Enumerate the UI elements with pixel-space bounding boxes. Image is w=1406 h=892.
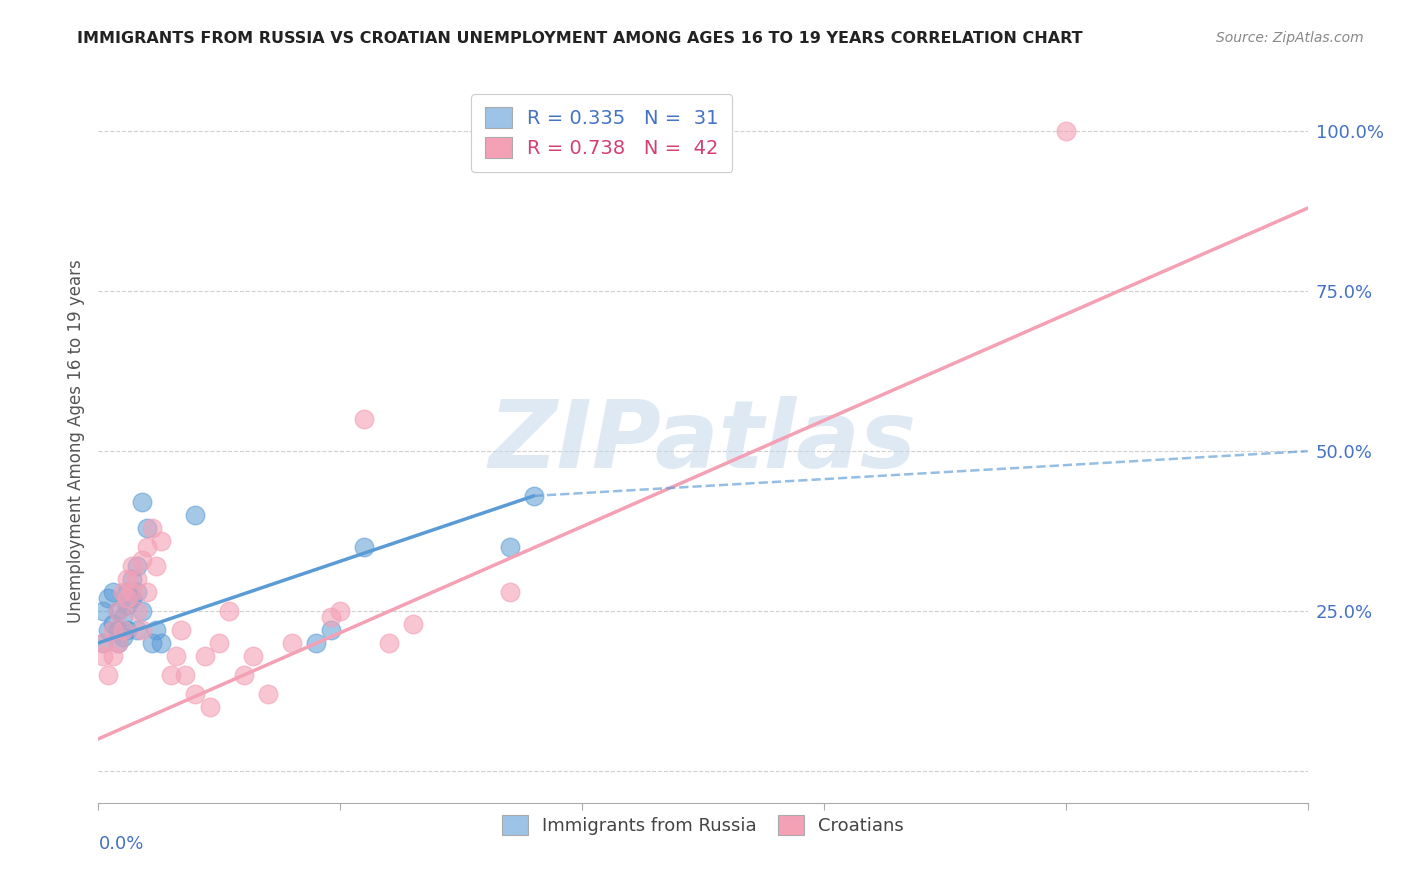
Point	[232, 668, 254, 682]
Point	[523, 489, 546, 503]
Point	[117, 584, 139, 599]
Point	[498, 540, 520, 554]
Point	[107, 636, 129, 650]
Point	[111, 610, 134, 624]
Point	[1054, 124, 1077, 138]
Point	[127, 584, 149, 599]
Point	[127, 559, 149, 574]
Point	[131, 604, 153, 618]
Point	[218, 604, 240, 618]
Point	[141, 636, 163, 650]
Point	[111, 584, 134, 599]
Point	[169, 623, 191, 637]
Point	[353, 412, 375, 426]
Point	[97, 623, 120, 637]
Point	[135, 584, 157, 599]
Y-axis label: Unemployment Among Ages 16 to 19 years: Unemployment Among Ages 16 to 19 years	[66, 260, 84, 624]
Point	[145, 559, 167, 574]
Point	[281, 636, 304, 650]
Point	[107, 636, 129, 650]
Point	[111, 623, 134, 637]
Point	[91, 636, 114, 650]
Point	[101, 616, 124, 631]
Point	[498, 584, 520, 599]
Point	[107, 623, 129, 637]
Point	[101, 584, 124, 599]
Point	[117, 623, 139, 637]
Point	[145, 623, 167, 637]
Point	[127, 623, 149, 637]
Point	[127, 572, 149, 586]
Point	[121, 591, 143, 606]
Point	[91, 604, 114, 618]
Point	[184, 508, 207, 522]
Point	[131, 553, 153, 567]
Point	[184, 687, 207, 701]
Point	[107, 604, 129, 618]
Point	[377, 636, 399, 650]
Point	[97, 668, 120, 682]
Point	[329, 604, 352, 618]
Point	[131, 623, 153, 637]
Point	[107, 604, 129, 618]
Point	[101, 623, 124, 637]
Point	[319, 610, 342, 624]
Point	[402, 616, 425, 631]
Point	[111, 630, 134, 644]
Point	[198, 699, 221, 714]
Point	[101, 648, 124, 663]
Point	[353, 540, 375, 554]
Point	[319, 623, 342, 637]
Point	[194, 648, 217, 663]
Point	[242, 648, 264, 663]
Point	[121, 584, 143, 599]
Point	[117, 591, 139, 606]
Point	[305, 636, 328, 650]
Point	[174, 668, 197, 682]
Point	[160, 668, 183, 682]
Point	[91, 636, 114, 650]
Text: IMMIGRANTS FROM RUSSIA VS CROATIAN UNEMPLOYMENT AMONG AGES 16 TO 19 YEARS CORREL: IMMIGRANTS FROM RUSSIA VS CROATIAN UNEMP…	[77, 31, 1083, 46]
Point	[150, 533, 173, 548]
Text: ZIPatlas: ZIPatlas	[489, 395, 917, 488]
Point	[117, 572, 139, 586]
Point	[256, 687, 278, 701]
Point	[117, 598, 139, 612]
Point	[135, 521, 157, 535]
Point	[97, 591, 120, 606]
Point	[121, 572, 143, 586]
Point	[141, 521, 163, 535]
Text: 0.0%: 0.0%	[98, 835, 143, 854]
Point	[150, 636, 173, 650]
Point	[127, 604, 149, 618]
Legend: Immigrants from Russia, Croatians: Immigrants from Russia, Croatians	[489, 803, 917, 848]
Text: Source: ZipAtlas.com: Source: ZipAtlas.com	[1216, 31, 1364, 45]
Point	[208, 636, 231, 650]
Point	[91, 648, 114, 663]
Point	[135, 540, 157, 554]
Point	[131, 495, 153, 509]
Point	[121, 559, 143, 574]
Point	[165, 648, 187, 663]
